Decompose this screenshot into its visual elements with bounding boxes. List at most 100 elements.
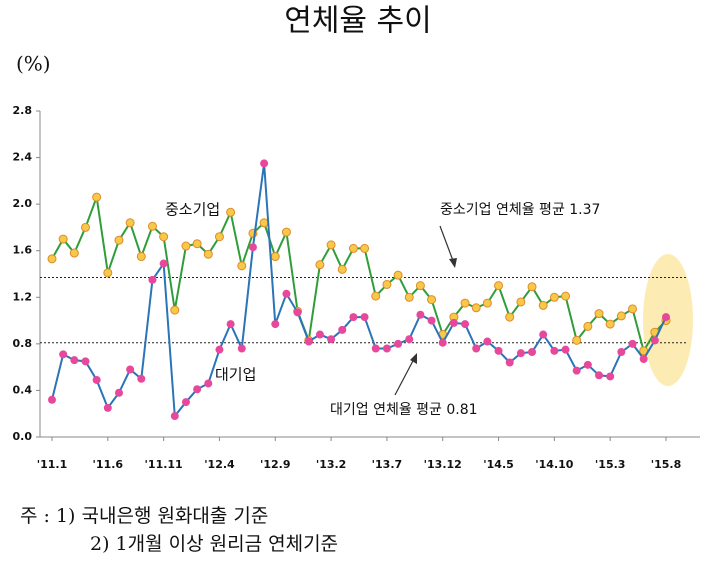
data-point xyxy=(181,241,191,251)
data-point xyxy=(337,264,347,274)
data-point xyxy=(170,305,180,315)
data-point xyxy=(70,356,79,365)
x-tick-label: '11.1 xyxy=(37,458,68,471)
data-point xyxy=(215,345,224,354)
data-point xyxy=(360,313,369,322)
data-point xyxy=(538,300,548,310)
data-point xyxy=(405,335,414,344)
data-point xyxy=(371,291,381,301)
data-point xyxy=(572,366,581,375)
data-point xyxy=(203,249,213,259)
note: 주 : 1) 국내은행 원화대출 기준 xyxy=(20,505,268,527)
data-point xyxy=(237,344,246,353)
reference-label: 중소기업 연체율 평균 1.37 xyxy=(440,202,600,218)
data-point xyxy=(650,336,659,345)
series-label: 중소기업 xyxy=(165,201,220,219)
data-point xyxy=(125,218,135,228)
data-point xyxy=(315,330,324,339)
data-point xyxy=(237,261,247,271)
data-point xyxy=(80,222,90,232)
data-point xyxy=(616,311,626,321)
reference-label: 대기업 연체율 평균 0.81 xyxy=(330,402,478,418)
data-point xyxy=(192,239,202,249)
data-point xyxy=(561,291,571,301)
data-point xyxy=(494,346,503,355)
data-point xyxy=(371,344,380,353)
data-point xyxy=(561,345,570,354)
data-point xyxy=(505,312,515,322)
y-tick-label: 0.0 xyxy=(13,430,33,443)
y-tick-label: 0.8 xyxy=(13,337,33,350)
data-point xyxy=(304,337,313,346)
unit-label: (%) xyxy=(16,52,51,76)
data-point xyxy=(482,298,492,308)
x-tick-label: '13.7 xyxy=(372,458,403,471)
data-point xyxy=(293,308,302,317)
data-point xyxy=(583,360,592,369)
x-tick-label: '15.3 xyxy=(595,458,626,471)
data-point xyxy=(214,232,224,242)
data-point xyxy=(572,335,582,345)
data-point xyxy=(126,365,135,374)
data-point xyxy=(628,304,638,314)
data-point xyxy=(270,252,280,262)
data-point xyxy=(594,309,604,319)
data-point xyxy=(415,281,425,291)
data-point xyxy=(360,243,370,253)
data-point xyxy=(81,357,90,366)
data-point xyxy=(460,298,470,308)
data-point xyxy=(449,318,458,327)
data-point xyxy=(170,412,179,421)
y-tick-label: 1.2 xyxy=(13,290,33,303)
data-point xyxy=(416,310,425,319)
x-tick-label: '14.5 xyxy=(483,458,514,471)
data-point xyxy=(103,403,112,412)
data-point xyxy=(349,313,358,322)
y-tick-label: 1.6 xyxy=(13,244,33,257)
data-point xyxy=(550,346,559,355)
data-point xyxy=(226,320,235,329)
data-point xyxy=(662,313,670,322)
x-tick-label: '15.8 xyxy=(651,458,682,471)
data-point xyxy=(59,350,68,359)
data-point xyxy=(136,252,146,262)
data-point xyxy=(382,344,391,353)
chart-title: 연체율 추이 xyxy=(284,4,432,39)
x-tick-label: '11.11 xyxy=(145,458,183,471)
x-tick-label: '13.12 xyxy=(424,458,462,471)
data-point xyxy=(583,321,593,331)
data-point xyxy=(528,348,537,357)
x-tick-label: '13.2 xyxy=(316,458,347,471)
data-point xyxy=(617,348,626,357)
data-point xyxy=(48,395,56,404)
data-point xyxy=(438,338,447,347)
data-point xyxy=(427,316,436,325)
data-point xyxy=(494,281,504,291)
data-point xyxy=(516,297,526,307)
data-point xyxy=(427,295,437,305)
data-point xyxy=(606,372,615,381)
arrow-head xyxy=(449,258,457,268)
data-point xyxy=(516,349,525,358)
data-point xyxy=(226,207,236,217)
y-tick-label: 0.4 xyxy=(13,383,33,396)
data-point xyxy=(159,259,168,268)
x-tick-label: '14.10 xyxy=(535,458,574,471)
data-point xyxy=(148,275,157,284)
data-point xyxy=(393,270,403,280)
data-point xyxy=(471,303,481,313)
data-point xyxy=(505,358,514,367)
series-label: 대기업 xyxy=(215,366,256,384)
data-point xyxy=(58,234,68,244)
x-tick-label: '12.4 xyxy=(204,458,235,471)
data-point xyxy=(404,292,414,302)
data-point xyxy=(92,192,102,202)
x-tick-label: '12.9 xyxy=(260,458,291,471)
data-point xyxy=(605,319,615,329)
data-point xyxy=(348,243,358,253)
x-tick-label: '11.6 xyxy=(93,458,124,471)
data-point xyxy=(394,339,403,348)
data-point xyxy=(114,388,123,397)
data-point xyxy=(259,218,269,228)
